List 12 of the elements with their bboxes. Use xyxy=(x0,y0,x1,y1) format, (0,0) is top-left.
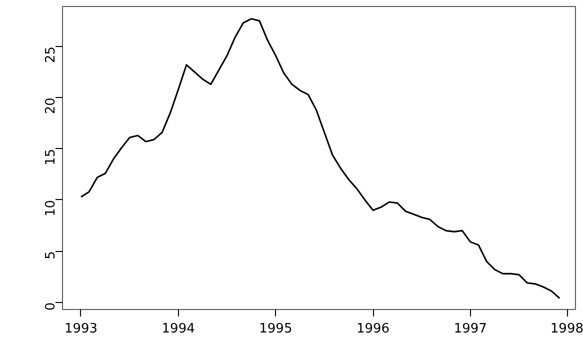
y-tick-label: 15 xyxy=(44,148,58,166)
y-tick-label: 25 xyxy=(44,46,58,63)
y-tick-label: 0 xyxy=(44,302,58,311)
x-tick-label: 1995 xyxy=(259,322,292,336)
y-tick-label: 10 xyxy=(44,200,58,217)
x-tick-label: 1996 xyxy=(356,322,390,336)
x-tick-label: 1994 xyxy=(162,322,195,336)
x-tick-label: 1997 xyxy=(454,322,487,336)
x-tick-label: 1998 xyxy=(550,322,583,336)
x-tick-label: 1993 xyxy=(64,322,98,336)
y-tick-label: 5 xyxy=(44,251,58,260)
y-tick-label: 20 xyxy=(44,98,58,114)
